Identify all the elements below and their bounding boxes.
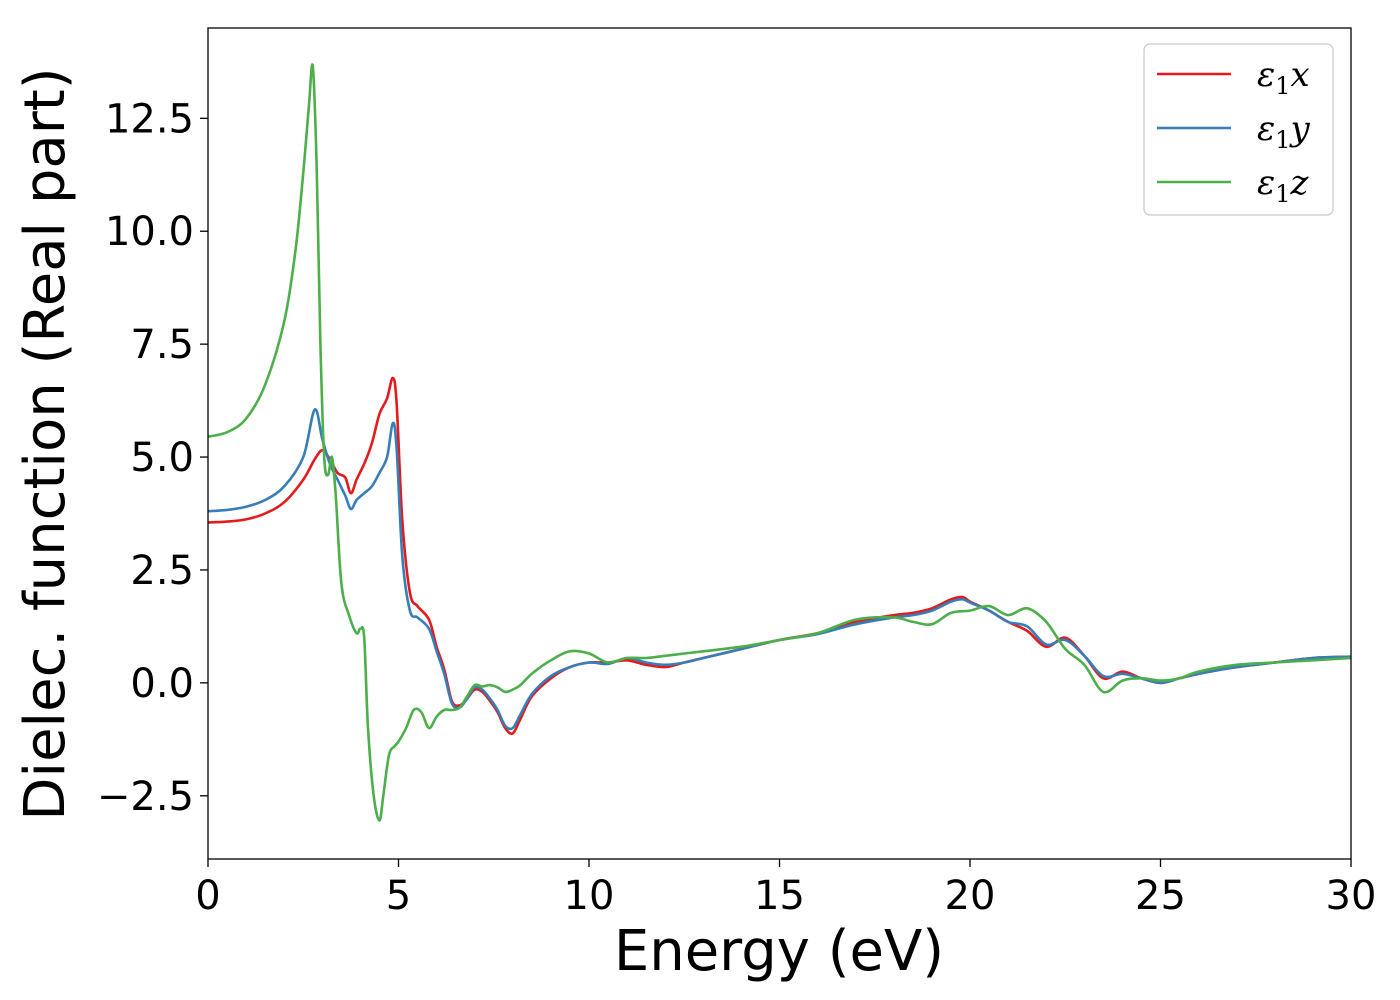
legend-label-z: ε1z [1257,163,1310,208]
legend-box [1143,43,1334,216]
x-tick-label: 30 [1326,873,1377,919]
y-tick-label: −2.5 [97,774,194,820]
x-tick-label: 15 [754,873,805,919]
y-tick-label: 12.5 [105,96,194,142]
y-tick-label: 2.5 [130,548,194,594]
x-axis: 0 5 10 15 20 25 30 [195,859,1376,919]
x-tick-label: 0 [195,873,220,919]
y-axis-title: Dielec. function (Real part) [13,67,78,820]
x-tick-label: 5 [386,873,411,919]
x-tick-label: 10 [564,873,615,919]
legend-label-y: ε1y [1257,109,1311,154]
series-line-y [208,408,1351,731]
y-axis: −2.5 0.0 2.5 5.0 7.5 10.0 12.5 [97,96,208,820]
y-tick-label: 7.5 [130,322,194,368]
y-tick-label: 5.0 [130,435,194,481]
y-tick-label: 10.0 [105,209,194,255]
legend-label-x: ε1x [1257,55,1310,100]
x-tick-label: 20 [945,873,996,919]
x-tick-label: 25 [1135,873,1186,919]
series-layer [208,63,1351,822]
y-tick-label: 0.0 [130,661,194,707]
legend: ε1x ε1y ε1z [1143,43,1334,216]
series-line-z [208,63,1351,822]
x-axis-title: Energy (eV) [614,919,944,984]
